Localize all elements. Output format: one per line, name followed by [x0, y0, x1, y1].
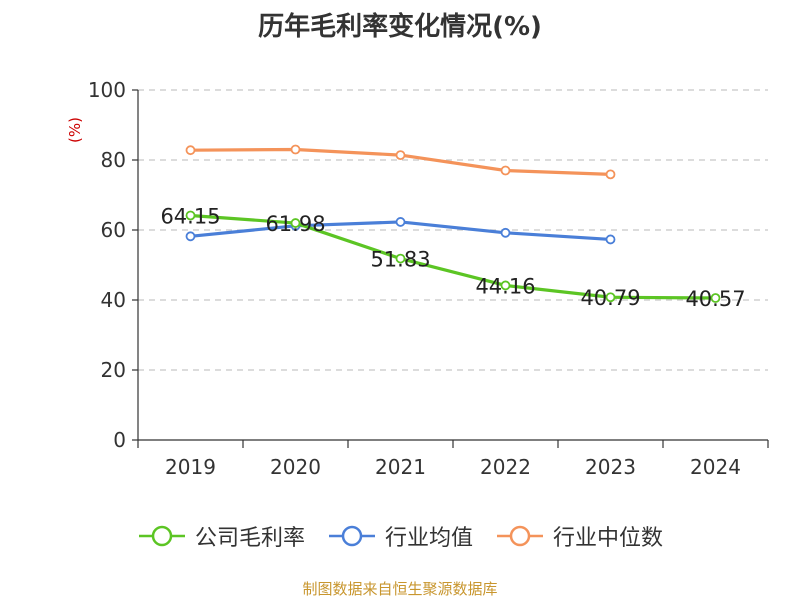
- y-tick-label: 0: [113, 428, 126, 452]
- x-tick-label: 2019: [165, 455, 216, 479]
- data-label: 61.98: [265, 212, 325, 236]
- y-tick-label: 100: [88, 78, 126, 102]
- data-point: [395, 150, 406, 161]
- x-tick-label: 2020: [270, 455, 321, 479]
- y-tick-label: 60: [101, 218, 126, 242]
- data-point: [500, 165, 511, 176]
- data-point: [395, 217, 406, 227]
- legend-item[interactable]: 公司毛利率: [137, 520, 305, 552]
- source-note: 制图数据来自恒生聚源数据库: [302, 580, 498, 598]
- data-point: [185, 231, 196, 242]
- legend-item[interactable]: 行业中位数: [495, 520, 663, 552]
- data-point: [500, 280, 511, 291]
- data-point: [290, 218, 301, 228]
- x-tick-label: 2024: [690, 455, 741, 479]
- chart-title: 历年毛利率变化情况(%): [258, 12, 542, 42]
- legend-marker-icon: [497, 525, 543, 547]
- data-label: 51.83: [370, 248, 430, 272]
- data-point: [395, 253, 406, 264]
- data-label: 44.16: [475, 274, 535, 298]
- data-point: [605, 169, 616, 180]
- y-axis-label: (%): [66, 117, 84, 143]
- legend-label: 公司毛利率: [194, 526, 305, 551]
- legend: 公司毛利率 行业均值 行业中位数: [0, 520, 800, 552]
- series-line-0: [190, 213, 716, 300]
- legend-marker-icon: [328, 525, 375, 547]
- data-point: [185, 145, 196, 156]
- data-label: 40.57: [685, 287, 745, 311]
- x-tick-label: 2021: [375, 455, 426, 479]
- data-point: [500, 227, 511, 238]
- data-point: [290, 144, 301, 155]
- data-point: [710, 293, 721, 303]
- x-tick-label: 2022: [480, 455, 531, 479]
- legend-label: 行业中位数: [553, 526, 664, 551]
- legend-label: 行业均值: [384, 526, 473, 551]
- data-point: [605, 292, 616, 303]
- data-point: [605, 234, 616, 245]
- x-tick-label: 2023: [585, 455, 636, 479]
- data-label: 40.79: [580, 286, 640, 310]
- data-label: 64.15: [160, 204, 220, 228]
- y-tick-label: 40: [101, 288, 126, 312]
- legend-marker-icon: [138, 525, 185, 547]
- data-point: [185, 210, 196, 221]
- y-tick-label: 80: [101, 148, 126, 172]
- y-tick-label: 20: [101, 358, 126, 382]
- legend-item[interactable]: 行业均值: [327, 520, 473, 552]
